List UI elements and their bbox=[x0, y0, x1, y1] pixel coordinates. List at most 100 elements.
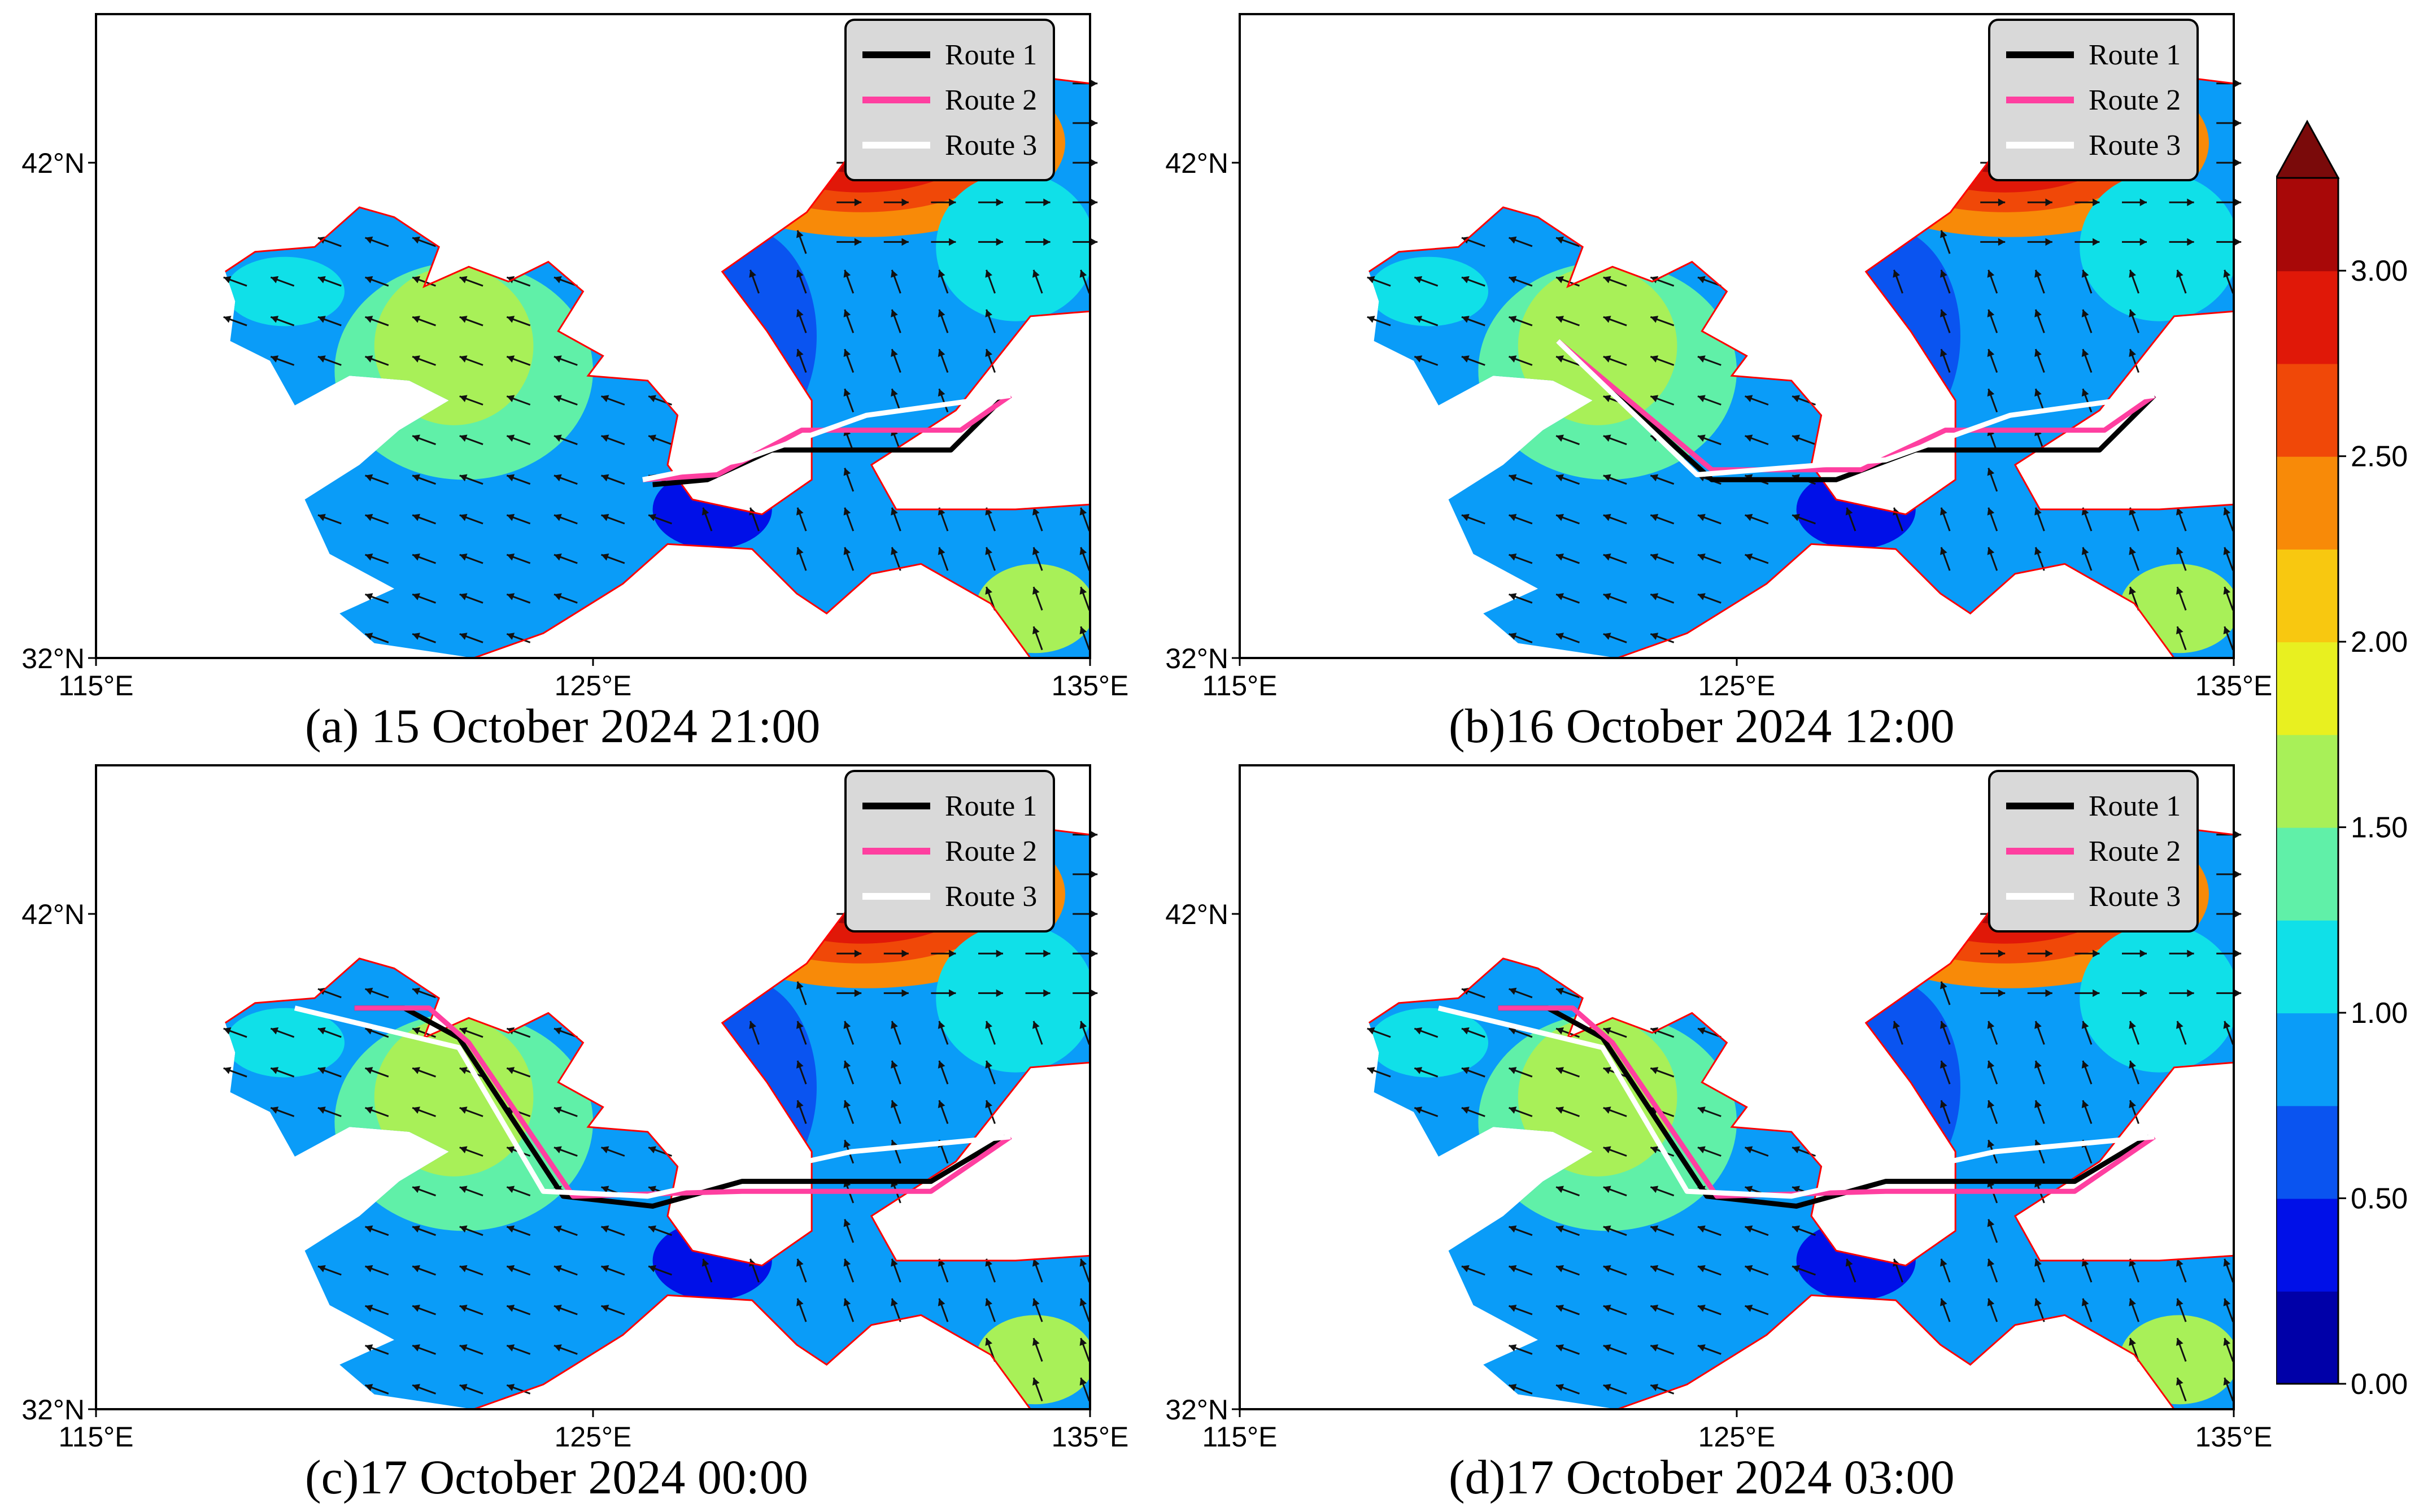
arrow-head bbox=[459, 553, 468, 561]
x-tick-label: 115°E bbox=[58, 1421, 133, 1453]
arrow-head bbox=[365, 1067, 373, 1074]
arrow-head bbox=[2223, 626, 2231, 635]
arrow-head bbox=[1414, 1027, 1423, 1035]
arrow-head bbox=[1090, 238, 1098, 246]
arrow-head bbox=[1603, 276, 1611, 284]
colorbar-tick-label: 1.00 bbox=[2351, 997, 2408, 1030]
arrow-head bbox=[1556, 1265, 1564, 1273]
arrow-head bbox=[1893, 1021, 1900, 1029]
arrow-head bbox=[365, 1225, 373, 1233]
arrow-head bbox=[749, 269, 756, 278]
arrow-head bbox=[949, 989, 956, 997]
contour-region bbox=[2080, 923, 2234, 1073]
arrow-head bbox=[796, 547, 804, 555]
arrow-head bbox=[1032, 1338, 1040, 1346]
arrow-head bbox=[223, 1027, 232, 1035]
arrow-head bbox=[2176, 1378, 2183, 1386]
y-tick-label: 42°N bbox=[1165, 899, 1228, 930]
arrow-head bbox=[1032, 269, 1040, 278]
legend-label: Route 3 bbox=[2089, 129, 2181, 162]
arrow-head bbox=[1556, 1027, 1564, 1035]
arrow-head bbox=[553, 1146, 562, 1153]
arrow-head bbox=[1697, 1344, 1706, 1352]
arrow-head bbox=[1697, 1146, 1706, 1153]
arrow-head bbox=[2176, 547, 2183, 555]
arrow-head bbox=[553, 1106, 562, 1114]
arrow-head bbox=[843, 349, 851, 358]
arrow-head bbox=[412, 633, 420, 640]
arrow-head bbox=[412, 1027, 420, 1035]
arrow-head bbox=[507, 1265, 515, 1273]
arrow-head bbox=[507, 316, 515, 323]
arrow-head bbox=[985, 1061, 992, 1069]
arrow-head bbox=[2223, 587, 2231, 595]
arrow-head bbox=[365, 513, 373, 521]
arrow-head bbox=[1090, 910, 1098, 918]
arrow-head bbox=[985, 349, 992, 358]
arrow-head bbox=[1509, 1344, 1517, 1352]
route-3 bbox=[294, 1005, 1011, 1199]
arrow-head bbox=[2223, 547, 2231, 555]
arrow-head bbox=[1556, 513, 1564, 521]
colorbar-tick-label: 3.00 bbox=[2351, 255, 2408, 287]
arrow-head bbox=[2176, 1021, 2183, 1029]
panel-caption: (b)16 October 2024 12:00 bbox=[1449, 699, 1955, 753]
arrow-head bbox=[1461, 316, 1470, 323]
arrow-head bbox=[2129, 1100, 2136, 1109]
arrow-head bbox=[365, 987, 373, 995]
legend-swatch bbox=[2006, 51, 2074, 58]
arrow-head bbox=[271, 316, 279, 323]
arrow-head bbox=[553, 355, 562, 363]
arrow-head bbox=[1043, 989, 1051, 997]
arrow-head bbox=[1509, 513, 1517, 521]
route-2 bbox=[642, 393, 1012, 482]
arrow-head bbox=[412, 1186, 420, 1193]
arrow-head bbox=[1697, 513, 1706, 521]
arrow-head bbox=[412, 593, 420, 600]
arrow-head bbox=[459, 1146, 468, 1153]
arrow-head bbox=[601, 513, 609, 521]
arrow-head bbox=[1987, 1298, 1995, 1306]
coastline bbox=[473, 1294, 1090, 1410]
contour-region bbox=[374, 1018, 534, 1177]
arrow-head bbox=[1650, 1225, 1659, 1233]
arrow-head bbox=[1697, 1106, 1706, 1114]
arrow-head bbox=[2129, 1021, 2136, 1029]
route-2 bbox=[1556, 339, 2156, 473]
arrow-head bbox=[1367, 1027, 1375, 1035]
arrow-head bbox=[796, 981, 804, 990]
arrow-head bbox=[2081, 1100, 2089, 1109]
arrow-head bbox=[1650, 355, 1659, 363]
panel-a: 115°E 125°E 135°E 32°N 42°N Route 1 Route 2 Rou… bbox=[0, 0, 1128, 753]
colorbar-segment bbox=[2276, 271, 2338, 364]
arrow-head bbox=[317, 1106, 326, 1114]
arrow-head bbox=[507, 1304, 515, 1312]
arrow-head bbox=[1043, 949, 1051, 957]
arrow-head bbox=[1509, 1067, 1517, 1074]
arrow-head bbox=[553, 395, 562, 402]
arrow-head bbox=[1603, 513, 1611, 521]
arrow-head bbox=[1987, 1140, 1995, 1148]
arrow-head bbox=[1697, 395, 1706, 402]
arrow-head bbox=[1556, 1106, 1564, 1114]
arrow-head bbox=[412, 474, 420, 482]
arrow-head bbox=[507, 395, 515, 402]
legend-label: Route 1 bbox=[945, 790, 1038, 822]
legend-label: Route 2 bbox=[945, 835, 1038, 868]
x-tick-label: 135°E bbox=[2195, 1421, 2273, 1453]
contour-region bbox=[1518, 267, 1677, 425]
colorbar-segment bbox=[2276, 363, 2338, 457]
arrow-head bbox=[1940, 1061, 1947, 1069]
legend-entry: Route 2 bbox=[862, 77, 1037, 123]
legend: Route 1 Route 2 Route 3 bbox=[844, 770, 1056, 933]
legend-entry: Route 1 bbox=[2006, 783, 2181, 829]
route-2 bbox=[354, 1005, 1012, 1199]
arrow-head bbox=[1461, 355, 1470, 363]
arrow-head bbox=[648, 434, 656, 442]
arrow-head bbox=[1556, 553, 1564, 561]
arrow-head bbox=[1745, 553, 1753, 561]
arrow-head bbox=[412, 276, 420, 284]
legend-label: Route 2 bbox=[2089, 835, 2181, 868]
legend-label: Route 1 bbox=[2089, 790, 2181, 822]
contour-region bbox=[668, 227, 817, 445]
